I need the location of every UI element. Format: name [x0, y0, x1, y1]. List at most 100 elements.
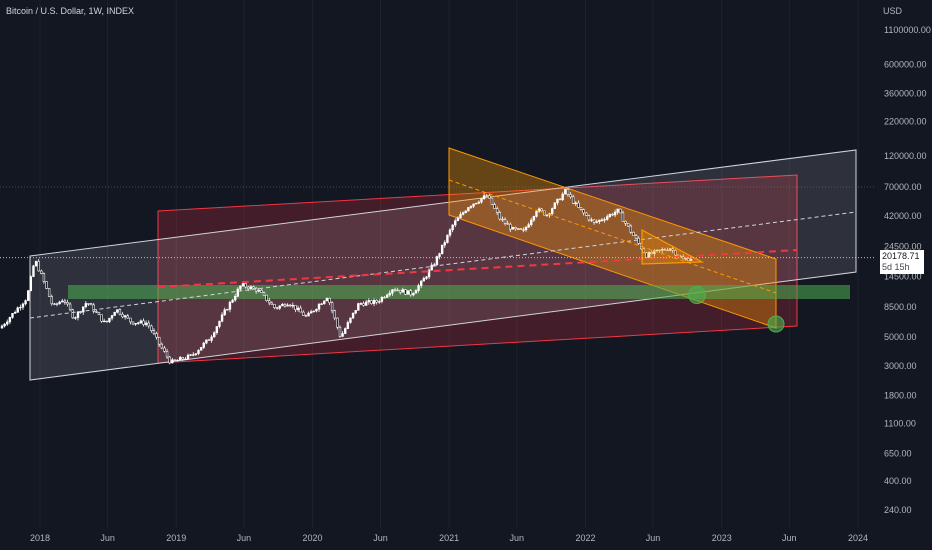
candle-up — [189, 354, 192, 356]
candle-down — [498, 212, 501, 220]
candle-down — [632, 231, 635, 236]
candle-down — [207, 339, 211, 341]
candle-down — [37, 261, 40, 272]
candle-up — [139, 320, 143, 324]
candle-down — [47, 288, 51, 297]
candle-up — [134, 322, 137, 325]
candle-up — [320, 303, 323, 305]
candle-down — [254, 287, 258, 292]
candle-up — [372, 299, 376, 304]
candle-down — [55, 303, 59, 305]
target-circle-1[interactable] — [688, 286, 706, 304]
candle-up — [82, 306, 85, 313]
candle-up — [440, 244, 444, 254]
price-axis[interactable]: 1100000.00 600000.00 360000.00 220000.00 120… — [884, 25, 931, 515]
candle-down — [566, 188, 570, 195]
candle-down — [592, 219, 596, 223]
candle-down — [577, 202, 580, 208]
candle-up — [84, 303, 88, 308]
candle-up — [19, 306, 22, 309]
candle-down — [585, 212, 588, 216]
candle-up — [58, 301, 61, 305]
candle-up — [511, 227, 515, 230]
candle-up — [26, 290, 30, 301]
candle-down — [105, 320, 109, 323]
triangle-pattern[interactable] — [641, 229, 705, 265]
candle-down — [519, 228, 522, 230]
y-tick-label: 42000.00 — [884, 211, 922, 221]
x-tick-label: 2019 — [166, 533, 186, 543]
candle-up — [388, 292, 391, 296]
candles-layer — [0, 188, 693, 365]
candle-down — [637, 237, 640, 244]
candle-up — [606, 216, 609, 220]
candle-up — [454, 220, 457, 226]
y-tick-label: 400.00 — [884, 476, 912, 486]
candle-down — [663, 249, 667, 251]
candle-up — [108, 317, 111, 323]
time-axis[interactable]: 2018 Jun 2019 Jun 2020 Jun 2021 Jun 2022 Jun 2023 J… — [30, 533, 868, 543]
candle-down — [247, 286, 250, 290]
candle-up — [524, 227, 528, 231]
x-tick-label: 2018 — [30, 533, 50, 543]
candle-up — [6, 321, 9, 325]
candle-up — [194, 353, 198, 355]
candle-up — [467, 207, 470, 212]
candle-down — [687, 258, 690, 262]
candle-up — [137, 322, 140, 324]
candle-up — [351, 312, 355, 319]
candle-up — [102, 320, 106, 323]
candle-up — [553, 202, 557, 209]
candle-up — [29, 276, 33, 292]
candle-up — [257, 290, 260, 292]
candle-down — [270, 302, 274, 305]
candle-down — [333, 310, 336, 319]
candle-up — [435, 256, 439, 265]
candle-up — [422, 278, 426, 282]
candle-up — [443, 242, 446, 246]
candle-up — [385, 294, 389, 298]
x-tick-label: Jun — [237, 533, 252, 543]
candle-up — [220, 314, 224, 322]
candle-down — [674, 250, 677, 256]
candle-down — [338, 326, 342, 337]
candle-down — [362, 303, 365, 306]
candle-up — [545, 214, 549, 217]
candle-up — [233, 296, 237, 301]
red-channel[interactable] — [157, 174, 798, 364]
candle-down — [288, 304, 292, 307]
candle-up — [550, 208, 554, 214]
candle-up — [433, 264, 436, 266]
candle-up — [186, 354, 190, 360]
candle-up — [535, 211, 538, 217]
candle-up — [218, 320, 221, 327]
candle-down — [409, 290, 412, 296]
candle-up — [556, 198, 559, 204]
candle-up — [178, 357, 182, 361]
candle-up — [296, 307, 300, 310]
candle-down — [244, 283, 247, 288]
target-circle-2[interactable] — [767, 315, 785, 333]
candle-up — [76, 311, 80, 318]
candle-down — [671, 248, 674, 251]
candle-down — [634, 235, 638, 239]
candle-up — [661, 249, 664, 251]
candle-down — [126, 315, 129, 319]
candle-up — [530, 219, 533, 225]
y-tick-label: 650.00 — [884, 448, 912, 458]
y-tick-label: 5000.00 — [884, 332, 917, 342]
candle-down — [100, 314, 103, 322]
candle-down — [45, 281, 48, 289]
candle-down — [50, 296, 53, 305]
candle-up — [561, 193, 564, 201]
candle-down — [150, 325, 153, 331]
green-support-zone[interactable] — [68, 285, 850, 299]
candle-up — [197, 350, 200, 354]
candle-up — [380, 296, 384, 302]
candle-down — [147, 322, 150, 327]
candle-up — [574, 202, 577, 205]
candle-up — [171, 359, 174, 364]
candle-up — [446, 234, 449, 243]
candle-down — [260, 290, 263, 293]
